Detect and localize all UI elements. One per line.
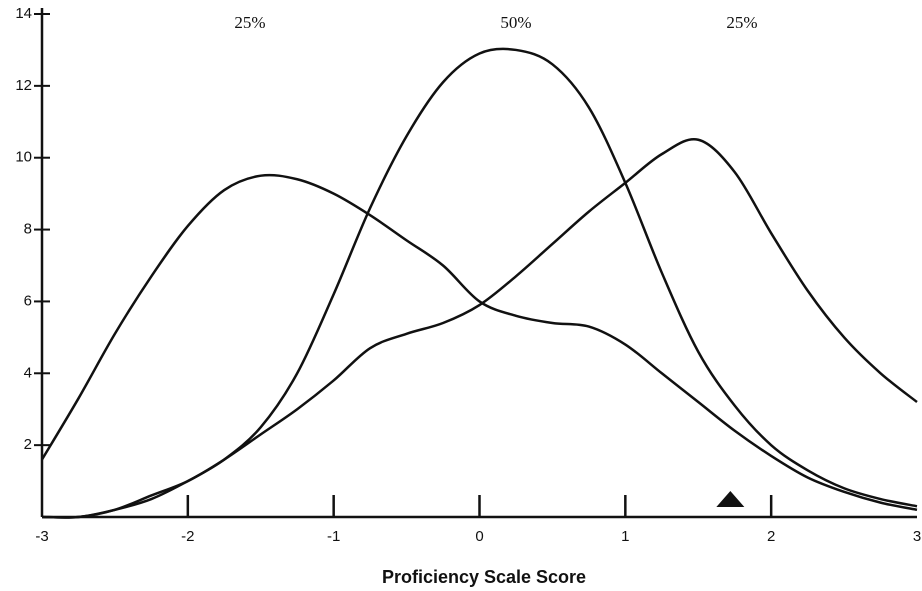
y-tick-label: 12 [15,77,32,94]
y-tick-label: 8 [24,221,32,238]
x-tick-label: 1 [621,528,629,545]
curve [41,47,918,519]
x-tick-label: -2 [181,528,194,545]
x-tick-label: 0 [475,528,483,545]
y-tick-label: 6 [24,292,32,309]
x-tick-label: -3 [35,528,48,545]
x-tick-label: 2 [767,528,775,545]
y-tick-label: 2 [24,436,32,453]
x-axis-label: Proficiency Scale Score [382,567,586,587]
x-tick-label: 3 [913,528,921,545]
x-tick-label: -1 [327,528,340,545]
marker-triangle [716,491,745,507]
annotation: 25% [726,13,757,32]
y-tick-label: 10 [15,149,32,166]
curve [40,173,918,512]
curve [41,137,918,519]
y-tick-label: 14 [15,5,32,22]
annotation: 25% [234,13,265,32]
annotation: 50% [500,13,531,32]
y-tick-label: 4 [24,364,32,381]
